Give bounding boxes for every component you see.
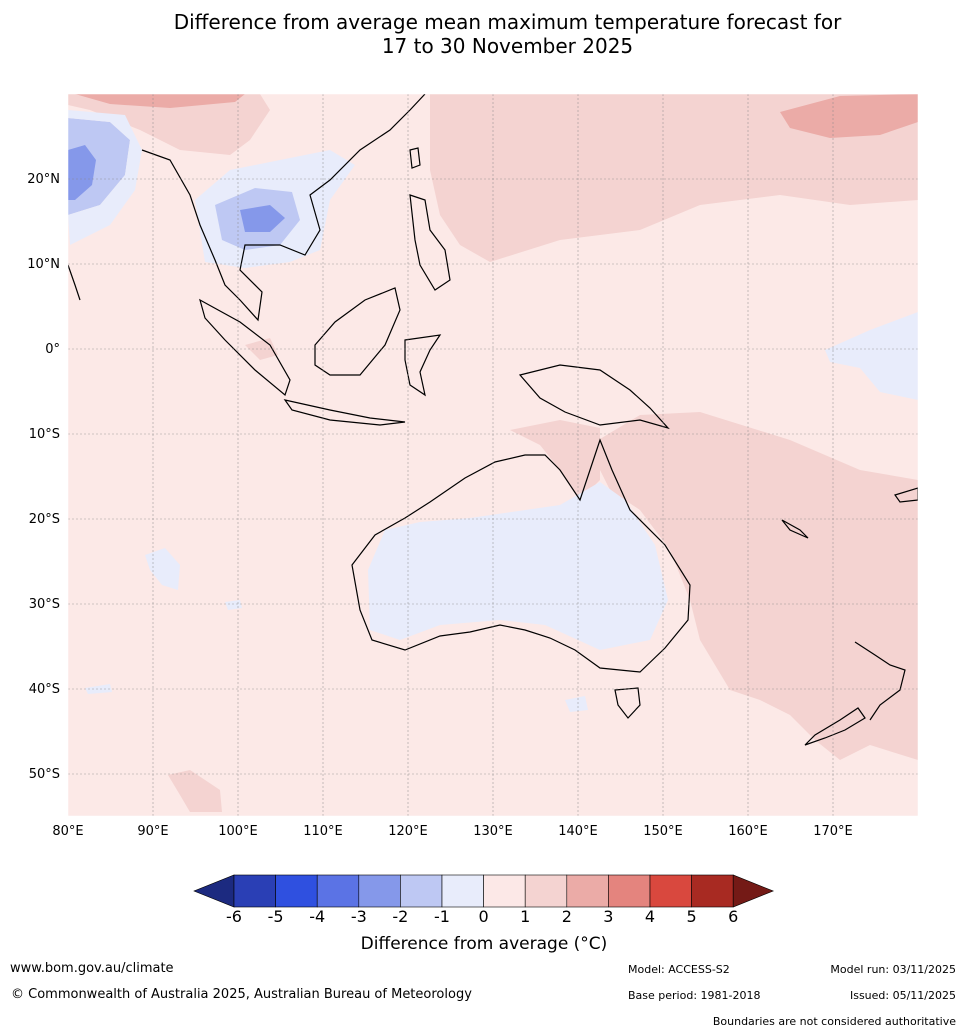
colorbar-segment	[732, 874, 775, 908]
region-south-indian-3	[85, 684, 112, 694]
colorbar-segment	[524, 874, 568, 908]
colorbar-segment	[608, 874, 651, 908]
chart-title: Difference from average mean maximum tem…	[0, 10, 965, 58]
lon-tick-label: 80°E	[52, 824, 84, 839]
coast-new-caledonia	[781, 519, 809, 539]
region-south-indian-4	[565, 696, 588, 712]
title-line-2: 17 to 30 November 2025	[381, 34, 634, 58]
colorbar-segment	[233, 874, 276, 908]
lat-tick-label: 20°N	[27, 171, 60, 187]
region-himalaya	[68, 94, 270, 155]
lat-tick-label: 40°S	[28, 681, 60, 697]
coast-fiji	[894, 487, 918, 503]
colorbar-tick-label: 2	[561, 907, 572, 926]
coast-sulawesi	[404, 334, 442, 397]
model-label: Model: ACCESS-S2	[628, 963, 730, 976]
colorbar-tick-label: 4	[644, 907, 656, 926]
colorbar-tick-label: -1	[434, 907, 450, 926]
lat-tick-label: 20°S	[28, 511, 60, 527]
disclaimer-text: Boundaries are not considered authoritat…	[712, 1015, 956, 1028]
coast-new-zealand-north	[854, 641, 906, 721]
lon-tick-label: 120°E	[388, 824, 428, 839]
region-northeast-high	[780, 94, 918, 138]
lon-tick-label: 170°E	[813, 824, 853, 839]
coast-australia	[351, 438, 691, 673]
region-south-indian-warm	[168, 770, 222, 812]
colorbar-tick-label: 5	[686, 907, 697, 926]
base-period-label: Base period: 1981-2018	[628, 989, 761, 1002]
colorbar-segment	[649, 874, 692, 908]
website-link[interactable]: www.bom.gov.au/climate	[10, 961, 174, 976]
lat-tick-label: 0°	[45, 341, 60, 357]
coast-india-east	[68, 264, 81, 301]
lat-tick-label: 50°S	[28, 766, 60, 782]
colorbar-segment	[566, 874, 609, 908]
lat-tick-label: 30°S	[28, 596, 60, 612]
colorbar-tick-label: -4	[309, 907, 326, 926]
colorbar-tick-label: 1	[520, 907, 531, 926]
colorbar	[193, 874, 775, 908]
region-bay-of-bengal-core	[68, 145, 96, 200]
region-west-pacific-north	[430, 94, 918, 262]
region-northern-australia	[510, 420, 600, 500]
graticule	[68, 94, 918, 816]
coast-philippines	[409, 194, 451, 291]
coast-new-zealand-south	[804, 707, 866, 746]
region-central-australia	[368, 482, 668, 650]
region-bay-of-bengal-outer	[68, 110, 142, 245]
coast-sumatra	[199, 298, 291, 397]
issued-label: Issued: 05/11/2025	[849, 989, 956, 1002]
colorbar-tick-label: -6	[226, 907, 242, 926]
coast-java	[283, 399, 406, 426]
coast-borneo	[314, 287, 401, 376]
colorbar-tick-label: 6	[728, 907, 739, 926]
lat-tick-label: 10°N	[27, 256, 60, 272]
colorbar-segment	[316, 874, 360, 908]
lon-tick-label: 140°E	[558, 824, 598, 839]
colorbar-tick-label: 3	[603, 907, 614, 926]
region-himalaya-core	[75, 94, 245, 108]
region-indochina-core	[240, 205, 285, 232]
colorbar-segment	[275, 874, 318, 908]
colorbar-tick-label: -3	[350, 907, 367, 926]
lon-tick-label: 130°E	[473, 824, 513, 839]
coast-tasmania	[614, 687, 641, 719]
colorbar-segment	[400, 874, 443, 908]
copyright-text: © Commonwealth of Australia 2025, Austra…	[11, 987, 472, 1002]
title-line-1: Difference from average mean maximum tem…	[173, 10, 842, 34]
colorbar-segment	[193, 874, 235, 908]
coast-new-guinea	[518, 364, 670, 430]
coastlines	[68, 94, 918, 746]
lon-tick-label: 100°E	[218, 824, 258, 839]
colorbar-tick-label: -2	[392, 907, 409, 926]
lat-tick-label: 10°S	[28, 426, 60, 442]
colorbar-tick-label: -5	[267, 907, 284, 926]
lon-tick-label: 110°E	[303, 824, 343, 839]
colorbar-title: Difference from average (°C)	[360, 934, 608, 954]
model-run-label: Model run: 03/11/2025	[830, 963, 956, 976]
colorbar-tick-label: 0	[478, 907, 489, 926]
colorbar-segment	[441, 874, 484, 908]
coast-asia-mainland	[141, 94, 426, 322]
region-south-indian-1	[145, 548, 180, 590]
coast-taiwan	[409, 147, 421, 169]
colorbar-segment	[483, 874, 526, 908]
region-central-pacific	[825, 312, 918, 400]
colorbar-segment	[358, 874, 401, 908]
lon-tick-label: 90°E	[137, 824, 169, 839]
lon-tick-label: 150°E	[643, 824, 683, 839]
region-tasman	[590, 412, 918, 760]
lon-tick-label: 160°E	[728, 824, 768, 839]
colorbar-segment	[691, 874, 734, 908]
